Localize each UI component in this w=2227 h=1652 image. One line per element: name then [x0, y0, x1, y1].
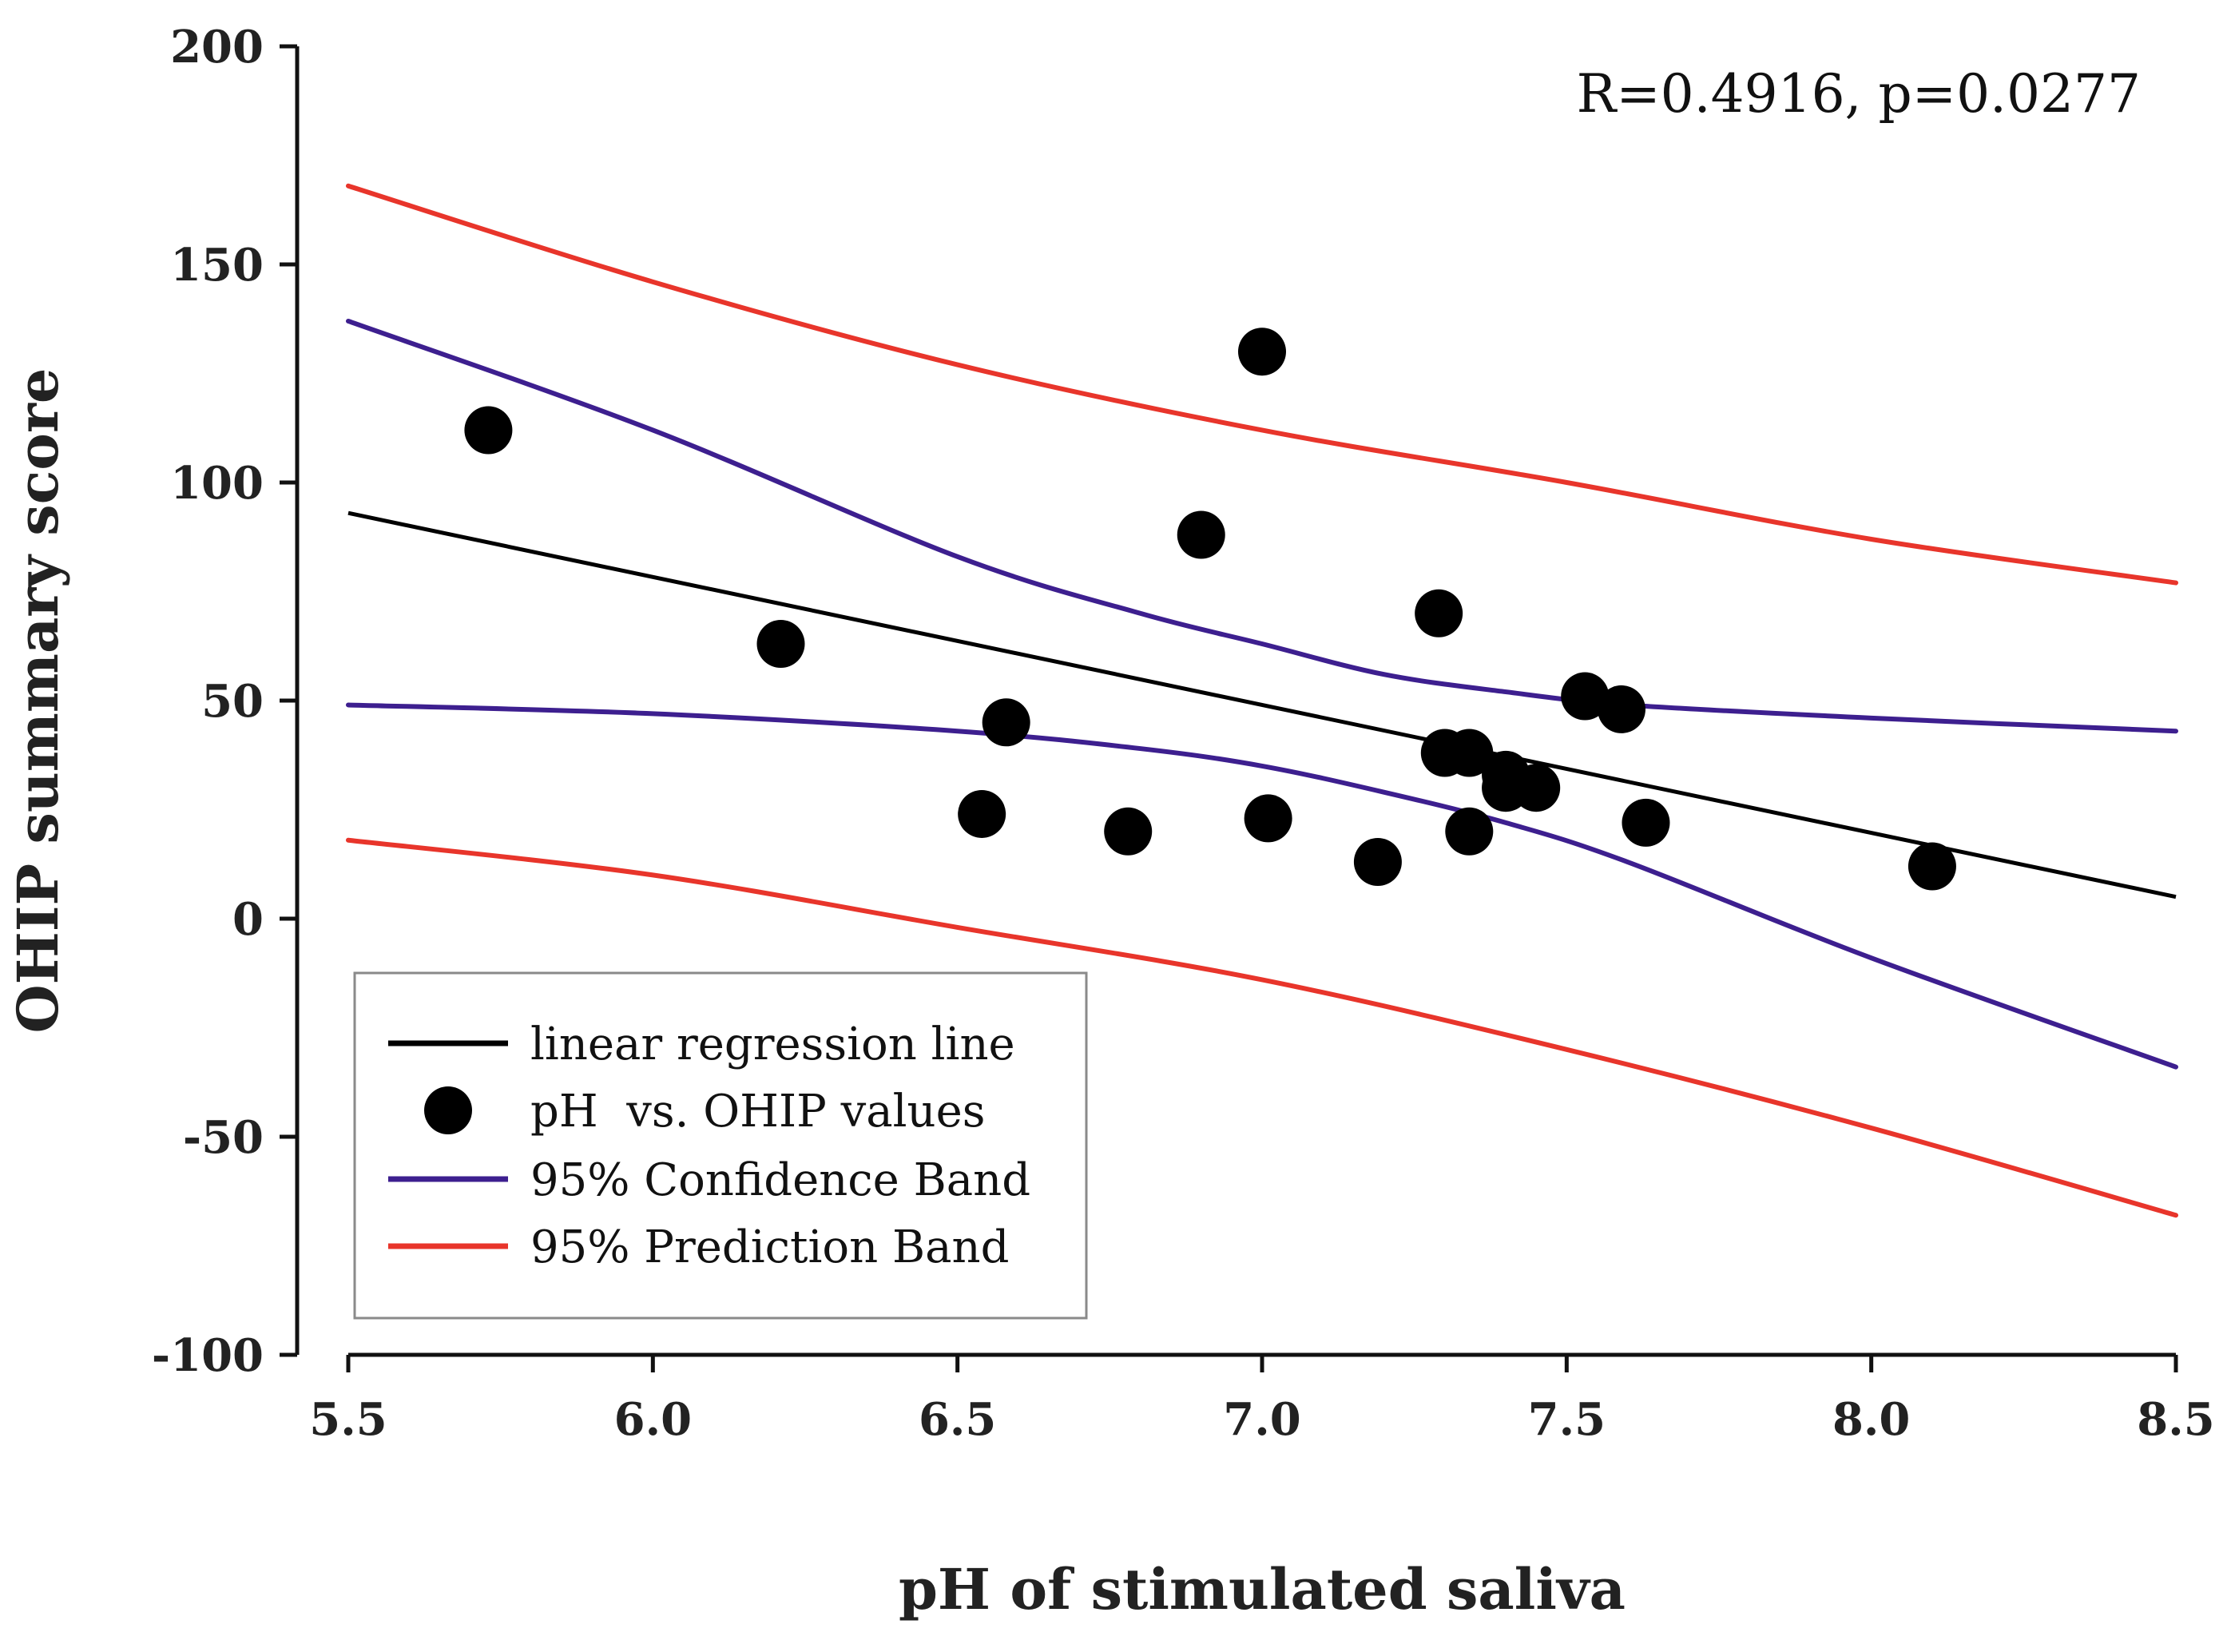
data-point [1561, 672, 1610, 721]
data-point [1597, 685, 1645, 733]
prediction-band-upper [346, 183, 2178, 586]
y-tick-label: 150 [170, 239, 264, 292]
legend-label-points: pH vs. OHIP values [530, 1086, 986, 1138]
y-tick-label: 200 [170, 21, 264, 73]
x-tick-label: 6.5 [919, 1393, 996, 1446]
legend-box [353, 971, 1088, 1320]
data-point [1445, 807, 1494, 856]
y-tick-label: -100 [152, 1329, 264, 1382]
y-tick-label: -50 [183, 1111, 264, 1164]
x-tick-label: 6.0 [614, 1393, 692, 1446]
confidence-band-upper [346, 318, 2178, 734]
x-tick-label: 5.5 [309, 1393, 387, 1446]
legend-swatch-marker [424, 1086, 472, 1134]
data-point [1244, 794, 1292, 843]
stats-annotation: R=0.4916, p=0.0277 [1577, 63, 2141, 125]
bands-layer [346, 183, 2178, 1218]
data-point [1907, 842, 1956, 891]
data-point [756, 620, 805, 669]
y-axis-title: OHIP summary score [5, 368, 71, 1034]
data-point [1622, 798, 1670, 847]
data-point [958, 789, 1006, 838]
legend-label-confidence: 95% Confidence Band [530, 1154, 1030, 1206]
data-point [1238, 328, 1286, 376]
data-point [1415, 589, 1463, 637]
data-point [982, 698, 1030, 747]
regression-line [347, 510, 2177, 899]
data-point [1177, 510, 1225, 559]
legend-label-regression: linear regression line [530, 1019, 1015, 1070]
y-tick-label: 50 [201, 675, 264, 728]
x-axis-title: pH of stimulated saliva [899, 1556, 1626, 1622]
data-point [1353, 838, 1402, 887]
legend-label-prediction: 95% Prediction Band [530, 1221, 1009, 1273]
data-point [464, 406, 513, 455]
points-layer [464, 328, 1956, 891]
y-tick-label: 0 [232, 893, 264, 946]
data-point [1512, 764, 1561, 812]
x-tick-label: 7.5 [1528, 1393, 1606, 1446]
prediction-band-lower [346, 837, 2178, 1218]
data-point [1445, 729, 1494, 777]
legend: linear regression line pH vs. OHIP value… [353, 971, 1088, 1320]
data-point [1104, 807, 1153, 856]
y-tick-label: 100 [170, 457, 264, 510]
x-tick-label: 7.0 [1223, 1393, 1300, 1446]
x-tick-label: 8.0 [1832, 1393, 1910, 1446]
x-ticks: 5.5 6.0 6.5 7.0 7.5 8.0 8.5 [309, 1355, 2215, 1446]
confidence-band-lower [346, 702, 2178, 1070]
y-ticks: -100 -50 0 50 100 150 200 [152, 21, 297, 1382]
x-tick-label: 8.5 [2137, 1393, 2214, 1446]
